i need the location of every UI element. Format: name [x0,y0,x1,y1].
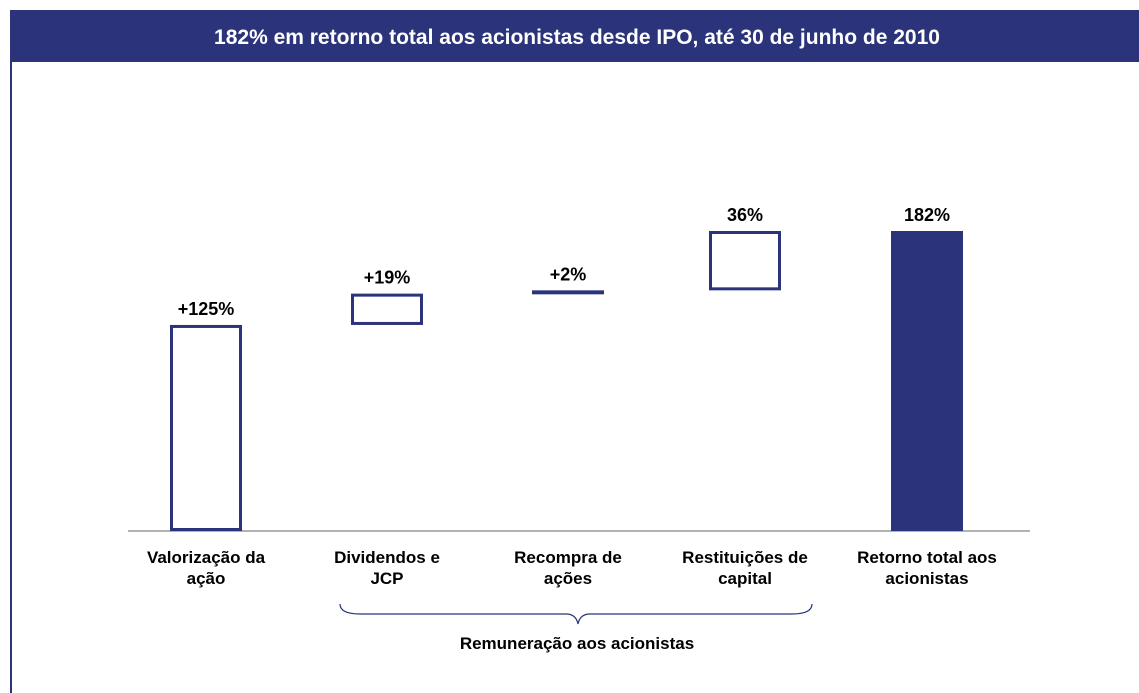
category-label: Valorização da ação [146,548,266,588]
category-label: Restituições de capital [682,548,808,588]
bar [351,293,423,325]
chart-title: 182% em retorno total aos acionistas des… [214,26,940,49]
category-label: Dividendos e JCP [334,548,440,588]
value-label: 182% [904,205,950,225]
bar [532,290,604,295]
title-band [10,10,1139,62]
total-bar [891,231,963,531]
bar [709,231,781,291]
value-label: +125% [178,299,235,319]
value-label: 36% [727,205,763,225]
category-label: Recompra de ações [514,548,622,588]
brace [339,603,813,625]
category-label: Retorno total aos acionistas [857,548,997,588]
annotation: Remuneração aos acionistas [460,634,694,653]
value-label: +19% [364,268,411,288]
bar [170,324,242,532]
value-label: +2% [550,264,587,284]
